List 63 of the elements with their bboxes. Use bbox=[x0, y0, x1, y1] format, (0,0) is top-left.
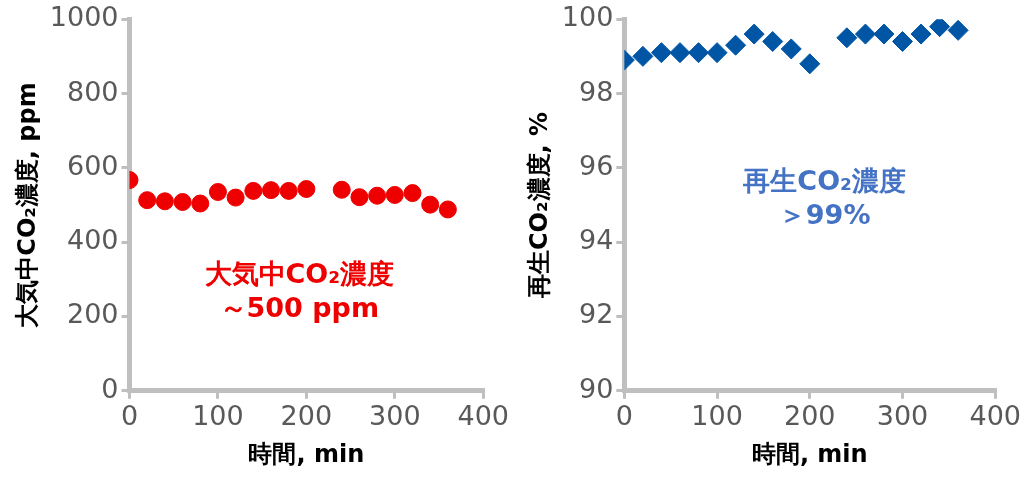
point bbox=[155, 192, 174, 211]
point bbox=[421, 195, 440, 214]
annotation: ＞99% bbox=[778, 198, 871, 230]
annotation: 大気中CO₂濃度 bbox=[204, 257, 395, 289]
y-tick-label: 100 bbox=[561, 1, 614, 33]
point bbox=[725, 34, 747, 56]
x-tick-label: 0 bbox=[120, 400, 139, 432]
point bbox=[632, 45, 654, 67]
point bbox=[350, 188, 369, 207]
point bbox=[262, 181, 280, 200]
y-axis-title: 再生CO₂濃度, % bbox=[524, 111, 553, 300]
point bbox=[688, 42, 710, 64]
annotation: ～500 ppm bbox=[219, 291, 380, 323]
y-tick-label: 400 bbox=[66, 224, 119, 256]
point bbox=[836, 27, 858, 49]
point bbox=[385, 185, 404, 204]
point bbox=[368, 186, 387, 205]
x-tick-label: 400 bbox=[969, 400, 1022, 432]
point bbox=[929, 19, 951, 38]
point bbox=[244, 181, 263, 200]
point bbox=[438, 200, 457, 219]
point bbox=[208, 182, 227, 201]
x-tick-label: 300 bbox=[369, 400, 421, 432]
x-axis-title: 時間, min bbox=[751, 439, 868, 468]
point bbox=[650, 42, 672, 64]
point bbox=[854, 23, 876, 45]
point bbox=[743, 23, 765, 45]
y-tick-label: 96 bbox=[578, 149, 614, 181]
x-tick-label: 100 bbox=[691, 400, 743, 432]
point bbox=[669, 42, 691, 64]
point bbox=[191, 194, 210, 213]
x-tick-label: 100 bbox=[192, 400, 244, 432]
point bbox=[762, 31, 784, 52]
point bbox=[173, 193, 192, 212]
point bbox=[332, 180, 351, 199]
y-tick-label: 92 bbox=[578, 298, 614, 330]
y-tick-label: 90 bbox=[578, 372, 614, 404]
x-tick-label: 400 bbox=[457, 400, 510, 432]
point bbox=[138, 191, 157, 210]
y-tick-label: 98 bbox=[578, 75, 614, 107]
point bbox=[892, 31, 914, 52]
point bbox=[947, 19, 969, 41]
point bbox=[279, 181, 298, 200]
y-tick-label: 1000 bbox=[49, 1, 119, 33]
y-tick-label: 0 bbox=[101, 372, 119, 404]
y-tick-label: 200 bbox=[66, 298, 119, 330]
y-axis-title: 大気中CO₂濃度, ppm bbox=[12, 82, 41, 328]
point bbox=[873, 23, 895, 45]
point bbox=[403, 184, 422, 203]
point bbox=[297, 180, 316, 199]
point bbox=[706, 42, 728, 64]
point bbox=[799, 53, 821, 75]
point bbox=[780, 38, 802, 60]
point bbox=[910, 23, 932, 45]
x-axis-title: 時間, min bbox=[248, 439, 365, 468]
x-tick-label: 300 bbox=[876, 400, 929, 432]
y-tick-label: 600 bbox=[66, 149, 119, 181]
y-tick-label: 800 bbox=[66, 75, 119, 107]
point bbox=[226, 188, 245, 207]
x-tick-label: 200 bbox=[280, 400, 333, 432]
y-tick-label: 94 bbox=[578, 224, 614, 256]
annotation: 再生CO₂濃度 bbox=[742, 164, 906, 196]
x-tick-label: 200 bbox=[784, 400, 836, 432]
